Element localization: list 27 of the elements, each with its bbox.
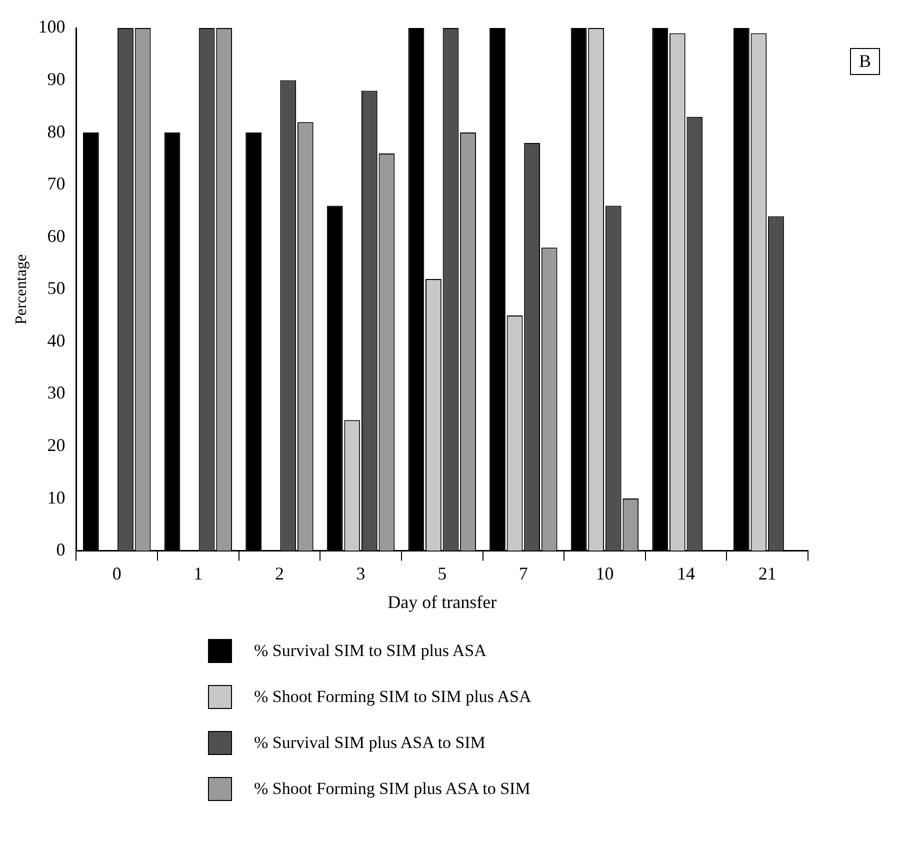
x-axis-title: Day of transfer <box>388 592 497 612</box>
x-tick-label: 2 <box>274 563 284 584</box>
y-tick-label: 30 <box>47 382 66 403</box>
text: B <box>850 48 880 75</box>
x-tick-label: 1 <box>194 563 203 584</box>
y-tick-label: 90 <box>47 69 66 90</box>
x-tick-label: 10 <box>596 563 614 584</box>
y-tick-label: 60 <box>47 226 66 246</box>
legend-label: % Shoot Forming SIM plus ASA to SIM <box>254 779 530 799</box>
y-tick-label: 100 <box>38 16 66 37</box>
y-tick-label: 80 <box>47 121 66 142</box>
legend-label: % Shoot Forming SIM to SIM plus ASA <box>254 687 532 707</box>
x-tick-label: 3 <box>356 563 366 584</box>
y-tick-label: 10 <box>47 487 66 508</box>
y-tick-label: 20 <box>47 434 66 455</box>
x-tick-label: 21 <box>758 563 776 584</box>
y-tick-label: 0 <box>56 540 66 560</box>
x-tick-label: 7 <box>518 563 528 584</box>
x-tick-label: 0 <box>112 563 122 584</box>
legend-label: % Survival SIM plus ASA to SIM <box>254 733 486 753</box>
y-tick-label: 50 <box>47 278 66 298</box>
x-tick-label: 14 <box>677 563 696 584</box>
y-tick-label: 40 <box>47 330 66 350</box>
y-axis-title: Percentage <box>12 254 30 324</box>
x-tick-label: 5 <box>438 563 447 584</box>
y-tick-label: 70 <box>47 174 66 194</box>
legend-label: % Survival SIM to SIM plus ASA <box>254 641 486 661</box>
